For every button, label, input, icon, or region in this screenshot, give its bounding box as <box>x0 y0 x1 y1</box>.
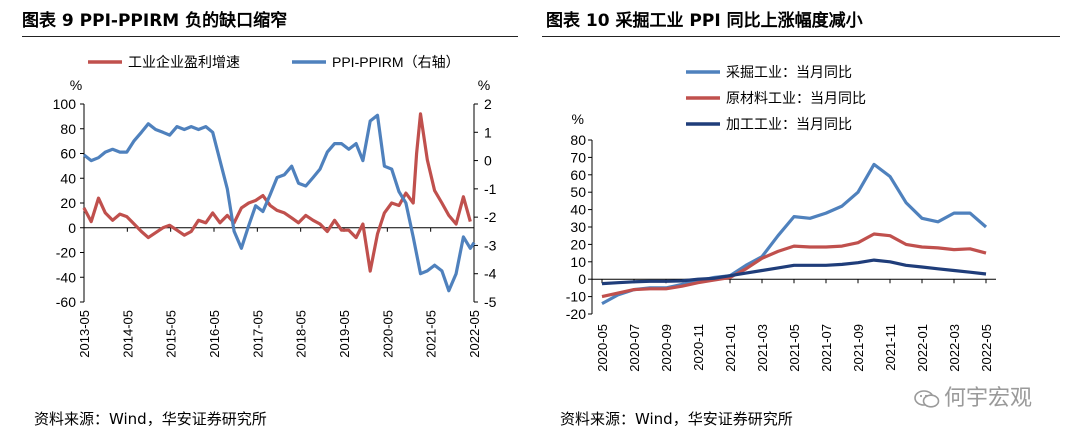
watermark: 何宇宏观 <box>914 380 1032 412</box>
ppi-gap-chart: 100 80 60 40 20 0 -20 -40 -60 2 1 0 -1 -2 -3 -4 -5% % 2013… <box>53 54 497 358</box>
y-tick-label-left: -20 <box>56 245 76 261</box>
x-tick-label: 2021-05 <box>424 310 439 358</box>
watermark-text: 何宇宏观 <box>944 386 1033 411</box>
y-tick-label: 40 <box>570 202 586 218</box>
chart-panel-ppi-gap: 图表 9 PPI-PPIRM 负的缺口缩窄 100 80 60 40 20 0 -20 -40… <box>0 0 520 444</box>
series-line <box>601 232 987 299</box>
y-tick-label-right: -3 <box>484 237 497 253</box>
x-tick-label: 2013-05 <box>77 310 92 358</box>
y-tick-label: 0 <box>578 271 586 287</box>
x-tick-label: 2021-09 <box>851 324 866 372</box>
y-tick-label: 30 <box>570 219 586 235</box>
chart-title: 图表 10 采掘工业 PPI 同比上涨幅度减小 <box>546 11 863 31</box>
x-tick-label: 2019-05 <box>337 310 352 358</box>
title-divider <box>22 36 518 37</box>
series-line <box>82 112 472 273</box>
legend-label: PPI-PPIRM（右轴） <box>332 54 460 70</box>
y-tick-label: 10 <box>570 254 586 270</box>
legend-label: 加工工业：当月同比 <box>726 116 852 132</box>
y-tick-label-right: -1 <box>484 181 497 197</box>
y-tick-label-left: -60 <box>56 294 76 310</box>
y-unit-left: % <box>70 77 82 93</box>
y-tick-label: -10 <box>566 289 586 305</box>
x-tick-label: 2021-03 <box>755 324 770 372</box>
x-tick-label: 2015-05 <box>164 310 179 358</box>
y-tick-label-left: 20 <box>60 195 76 211</box>
x-tick-label: 2022-05 <box>467 310 482 358</box>
y-tick-label-right: -4 <box>484 266 497 282</box>
series-line <box>82 113 476 293</box>
title-divider <box>542 36 1060 37</box>
y-tick-label: -20 <box>566 306 586 322</box>
x-tick-label: 2020-11 <box>691 324 706 371</box>
x-tick-label: 2018-05 <box>294 310 309 358</box>
chart-title: 图表 9 PPI-PPIRM 负的缺口缩窄 <box>22 11 288 31</box>
chart-source: 资料来源：Wind，华安证券研究所 <box>560 410 793 428</box>
y-tick-label: 80 <box>570 132 586 148</box>
y-tick-label-left: 40 <box>60 170 76 186</box>
y-tick-label-right: 0 <box>484 153 492 169</box>
series-line <box>601 258 987 286</box>
x-tick-label: 2021-11 <box>883 324 898 371</box>
y-tick-label-left: 100 <box>53 96 77 112</box>
x-tick-label: 2020-09 <box>659 324 674 372</box>
x-tick-label: 2022-05 <box>979 324 994 372</box>
legend-label: 工业企业盈利增速 <box>128 54 240 70</box>
y-tick-label-right: -5 <box>484 294 497 310</box>
y-unit-right: % <box>478 77 490 93</box>
x-tick-label: 2020-05 <box>380 310 395 358</box>
y-tick-label-right: 2 <box>484 96 492 112</box>
y-tick-label-right: 1 <box>484 124 492 140</box>
y-tick-label: 50 <box>570 184 586 200</box>
x-tick-label: 2021-07 <box>819 324 834 372</box>
legend-label: 原材料工业：当月同比 <box>726 90 866 106</box>
y-tick-label-left: -40 <box>56 269 76 285</box>
x-tick-label: 2021-05 <box>787 324 802 372</box>
x-tick-label: 2021-01 <box>723 324 738 372</box>
chart-source: 资料来源：Wind，华安证券研究所 <box>34 410 267 428</box>
x-tick-label: 2017-05 <box>250 310 265 358</box>
y-unit: % <box>572 111 584 127</box>
x-tick-label: 2020-07 <box>627 324 642 372</box>
y-tick-label: 20 <box>570 236 586 252</box>
wechat-icon <box>914 390 940 408</box>
y-tick-label-left: 60 <box>60 146 76 162</box>
x-tick-label: 2022-03 <box>947 324 962 372</box>
chart-panel-mining-ppi: 图表 10 采掘工业 PPI 同比上涨幅度减小 80 70 60 50 40 30 20 10… <box>540 0 1080 444</box>
y-tick-label: 70 <box>570 149 586 165</box>
legend-label: 采掘工业：当月同比 <box>726 64 852 80</box>
x-tick-label: 2016-05 <box>207 310 222 358</box>
y-tick-label-right: -2 <box>484 209 497 225</box>
x-tick-label: 2022-01 <box>915 324 930 372</box>
y-tick-label-left: 0 <box>68 220 76 236</box>
y-tick-label-left: 80 <box>60 121 76 137</box>
x-tick-label: 2014-05 <box>120 310 135 358</box>
x-tick-label: 2020-05 <box>595 324 610 372</box>
y-tick-label: 60 <box>570 167 586 183</box>
